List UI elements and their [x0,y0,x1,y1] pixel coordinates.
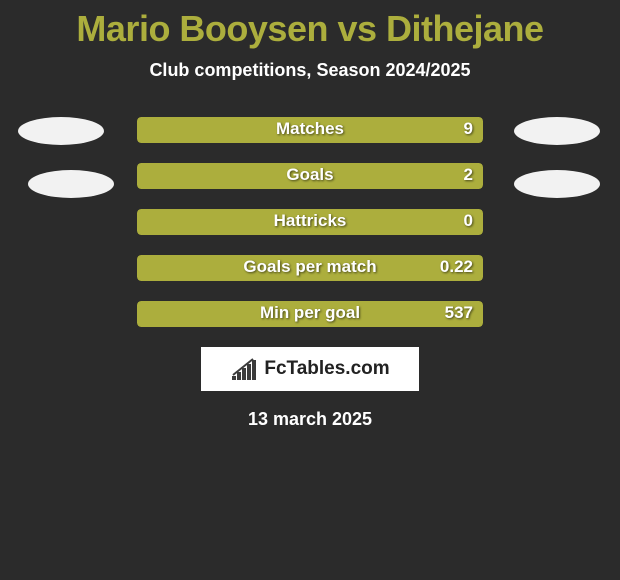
page-subtitle: Club competitions, Season 2024/2025 [0,60,620,81]
stat-bar-row: Goals per match0.22 [137,255,483,281]
stat-bar-label: Min per goal [137,303,483,323]
stat-bar-row: Hattricks0 [137,209,483,235]
stats-area: Matches9Goals2Hattricks0Goals per match0… [0,117,620,327]
comparison-infographic: Mario Booysen vs Dithejane Club competit… [0,0,620,580]
stat-bar-label: Hattricks [137,211,483,231]
logo-box: FcTables.com [201,347,419,391]
stat-bar-right-value: 0.22 [440,257,473,277]
stat-bar-right-value: 9 [464,119,473,139]
player-photo-placeholder [28,170,114,198]
stat-bar-label: Goals [137,165,483,185]
stat-bar-row: Min per goal537 [137,301,483,327]
stat-bar-label: Matches [137,119,483,139]
stat-bar-row: Matches9 [137,117,483,143]
stat-bar-label: Goals per match [137,257,483,277]
player-photo-placeholder [18,117,104,145]
player-photo-placeholder [514,170,600,198]
date-text: 13 march 2025 [0,409,620,430]
bar-chart-icon [230,358,258,380]
stat-bar-right-value: 537 [445,303,473,323]
stat-bar-right-value: 0 [464,211,473,231]
page-title: Mario Booysen vs Dithejane [0,8,620,50]
stat-bar-row: Goals2 [137,163,483,189]
header-block: Mario Booysen vs Dithejane Club competit… [0,0,620,81]
stat-bars: Matches9Goals2Hattricks0Goals per match0… [137,117,483,327]
player-photo-placeholder [514,117,600,145]
logo-text: FcTables.com [264,358,389,380]
stat-bar-right-value: 2 [464,165,473,185]
